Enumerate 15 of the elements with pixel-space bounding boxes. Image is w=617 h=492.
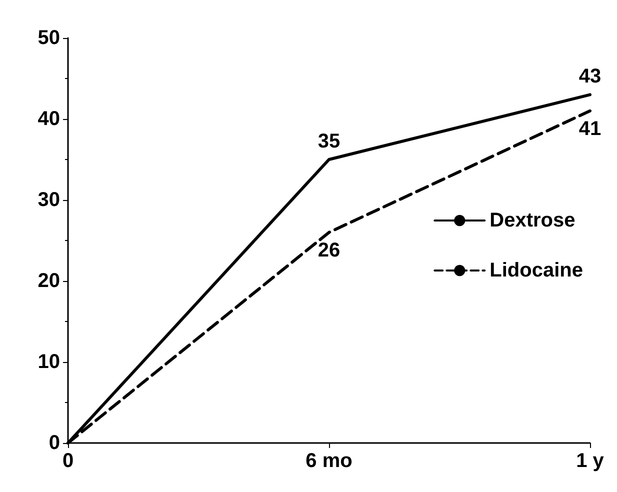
y-tick-label: 50	[38, 27, 60, 49]
data-label: 35	[318, 130, 340, 152]
data-label: 41	[578, 118, 602, 140]
legend-label: Dextrose	[490, 210, 576, 232]
legend-label: Lidocaine	[490, 260, 584, 282]
data-label: 26	[318, 239, 340, 262]
y-tick-label: 20	[38, 270, 60, 292]
y-tick-label: 10	[38, 351, 60, 373]
x-tick-label: 1 y	[576, 450, 605, 472]
y-tick-label: 0	[48, 432, 60, 454]
x-tick-label: 0	[62, 450, 74, 472]
data-label: 43	[578, 66, 602, 88]
y-tick-label: 40	[38, 108, 60, 130]
y-tick-label: 30	[38, 189, 60, 211]
x-tick-label: 6 mo	[306, 450, 352, 472]
